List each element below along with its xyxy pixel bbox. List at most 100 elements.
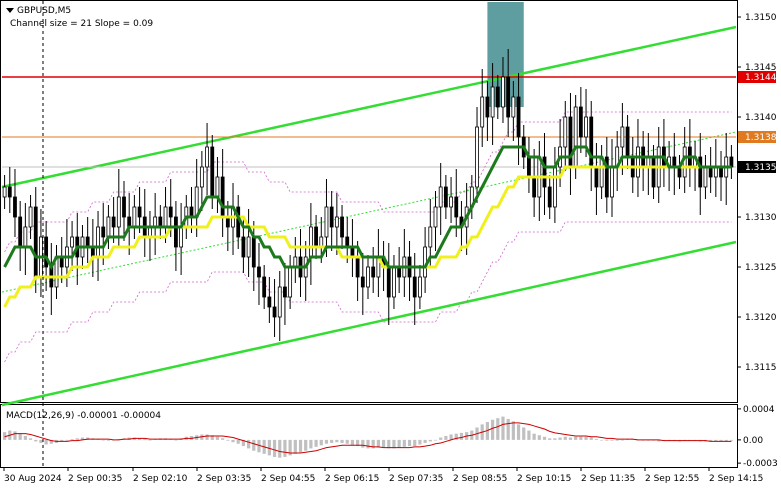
candle-bull [106, 216, 111, 238]
macd-histogram-bar [605, 439, 609, 441]
macd-histogram-bar [60, 439, 64, 442]
macd-tick-label: 0.00 [743, 436, 763, 446]
macd-histogram-bar [361, 439, 365, 448]
candlesticks [2, 49, 734, 341]
macd-histogram-bar [210, 435, 214, 440]
macd-tick-label: 0.0004 [743, 405, 775, 415]
channel-upper-line [1, 25, 737, 189]
macd-histogram-bar [589, 437, 593, 440]
time-tick-label: 2 Sep 14:15 [709, 474, 763, 484]
candle-bull [277, 286, 282, 318]
price-channel [1, 25, 737, 407]
candle-bull [584, 116, 588, 138]
macd-histogram-bar [449, 434, 453, 440]
macd-histogram-bar [506, 418, 510, 440]
macd-histogram-bar [620, 439, 624, 441]
macd-histogram-bar [293, 439, 297, 454]
candle-bear [604, 156, 609, 198]
macd-histogram-bar [304, 439, 308, 451]
macd-histogram-bar [527, 430, 531, 440]
macd-histogram-bar [454, 433, 458, 440]
macd-histogram-bar [423, 439, 427, 443]
candle-bull [449, 196, 453, 208]
candle-bull [366, 266, 370, 288]
candle-bear [7, 186, 12, 198]
candle-bull [205, 146, 209, 168]
macd-histogram-bar [501, 416, 505, 440]
macd-histogram-bar [537, 435, 541, 440]
macd-histogram-bar [283, 439, 287, 457]
time-tick-label: 2 Sep 02:10 [133, 474, 188, 484]
price-axis: 1.3150 1.3145 1.3140 1.3135 1.3130 1.3125 1.31… [737, 13, 777, 373]
macd-histogram-bar [511, 421, 515, 440]
macd-histogram-bar [584, 436, 588, 440]
macd-histogram-bar [568, 437, 573, 440]
macd-histogram-bar [542, 436, 547, 440]
macd-histogram-bar [548, 438, 552, 440]
macd-histogram-bar [402, 439, 406, 447]
candle-bull [23, 226, 28, 248]
macd-tick-label: -0.0003 [743, 459, 778, 469]
candle-bear [340, 216, 344, 238]
time-tick-label: 2 Sep 03:35 [197, 474, 251, 484]
candle-bull [288, 266, 293, 298]
macd-histogram-bar [34, 439, 38, 442]
macd-histogram-bar [433, 439, 438, 441]
candle-bull [324, 206, 329, 238]
price-level-tag-label: 1.3135 [745, 163, 777, 173]
candle-bear [267, 296, 272, 308]
macd-histogram-bar [392, 439, 396, 449]
macd-histogram-bar [70, 439, 74, 440]
candle-bear [371, 266, 376, 278]
candle-bull [433, 206, 438, 228]
candle-bear [443, 186, 448, 208]
candle-bull [179, 226, 184, 248]
macd-histogram-bar [387, 439, 391, 449]
candle-bear [547, 186, 552, 208]
macd-histogram-bar [366, 439, 370, 449]
candle-bear [589, 116, 594, 168]
candle-bear [220, 176, 225, 218]
macd-histogram-bar [278, 439, 282, 458]
candle-bear [542, 156, 547, 188]
dropdown-triangle-icon[interactable] [6, 8, 14, 13]
macd-histogram-bar [288, 439, 292, 456]
candle-bull [552, 166, 557, 208]
candle-bear [168, 206, 173, 218]
macd-histogram-bar [298, 439, 303, 453]
time-tick-label: 2 Sep 12:55 [645, 474, 699, 484]
envelope-upper [4, 111, 732, 253]
macd-histogram-bar [345, 439, 349, 444]
time-axis: 30 Aug 2024 2 Sep 00:35 2 Sep 02:10 2 Sep 0… [3, 467, 763, 484]
macd-histogram-bar [137, 438, 142, 440]
macd-histogram-bar [28, 438, 33, 440]
candle-bull [70, 236, 74, 248]
macd-histogram-bar [522, 427, 526, 440]
time-tick-label: 2 Sep 07:35 [389, 474, 443, 484]
macd-histogram-bar [516, 424, 521, 440]
candle-bear [210, 146, 215, 198]
macd-histogram-bar [80, 437, 85, 440]
price-tick-label: 1.3145 [745, 63, 777, 73]
macd-histogram-bar [101, 439, 105, 441]
macd-histogram-bar [13, 431, 17, 440]
candle-bull [636, 146, 640, 178]
macd-histogram-bar [532, 433, 536, 440]
macd-histogram-bar [553, 438, 557, 440]
candle-bear [698, 156, 703, 188]
candle-bear [251, 236, 256, 268]
indicator-label: Channel size = 21 Slope = 0.09 [10, 19, 153, 29]
candle-bear [257, 266, 261, 278]
candle-bear [44, 236, 49, 268]
macd-histogram-bar [615, 439, 619, 441]
candle-bull [28, 206, 33, 228]
macd-histogram-bar [252, 439, 256, 451]
candle-bear [101, 226, 106, 238]
macd-histogram-bar [241, 439, 246, 447]
macd-histogram-bar [563, 436, 567, 440]
candle-bull [116, 196, 121, 228]
channel-mid-line [1, 131, 737, 293]
candle-bull [2, 186, 7, 198]
candle-bull [438, 186, 443, 208]
moving-averages [3, 145, 732, 308]
